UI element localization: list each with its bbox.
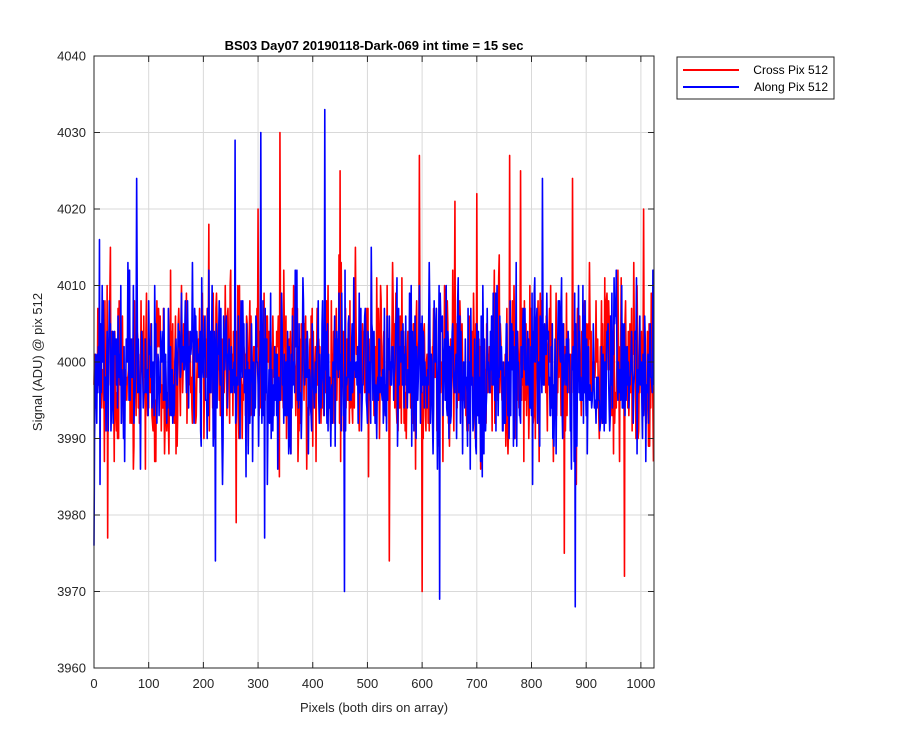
- x-tick-label: 900: [575, 676, 597, 691]
- y-tick-label: 3970: [57, 584, 86, 599]
- x-tick-label: 300: [247, 676, 269, 691]
- y-axis-title: Signal (ADU) @ pix 512: [30, 293, 45, 431]
- y-tick-label: 3990: [57, 431, 86, 446]
- chart-title: BS03 Day07 20190118-Dark-069 int time = …: [225, 38, 524, 53]
- ticks: 0 100 200 300 400 500 600 700 800 900 1000 3960 3970…: [57, 49, 655, 692]
- x-tick-label: 800: [521, 676, 543, 691]
- series-layer: [93, 108, 655, 608]
- x-tick-label: 100: [138, 676, 160, 691]
- legend-box: [676, 56, 835, 100]
- x-tick-label: 600: [411, 676, 433, 691]
- x-axis-title: Pixels (both dirs on array): [300, 700, 448, 715]
- legend-label: Cross Pix 512: [753, 63, 828, 77]
- y-tick-label: 4040: [57, 49, 86, 64]
- y-tick-label: 4020: [57, 202, 86, 217]
- legend-label: Along Pix 512: [754, 80, 828, 94]
- y-tick-label: 4030: [57, 125, 86, 140]
- x-tick-label: 500: [357, 676, 379, 691]
- y-tick-label: 3960: [57, 661, 86, 676]
- legend: Cross Pix 512 Along Pix 512: [676, 56, 835, 100]
- y-tick-label: 4000: [57, 355, 86, 370]
- x-tick-label: 1000: [626, 676, 655, 691]
- y-tick-label: 3980: [57, 508, 86, 523]
- x-tick-label: 0: [90, 676, 97, 691]
- x-tick-label: 200: [193, 676, 215, 691]
- x-tick-label: 400: [302, 676, 324, 691]
- y-tick-label: 4010: [57, 278, 86, 293]
- x-tick-label: 700: [466, 676, 488, 691]
- series-line-along-pix-512: [93, 108, 655, 608]
